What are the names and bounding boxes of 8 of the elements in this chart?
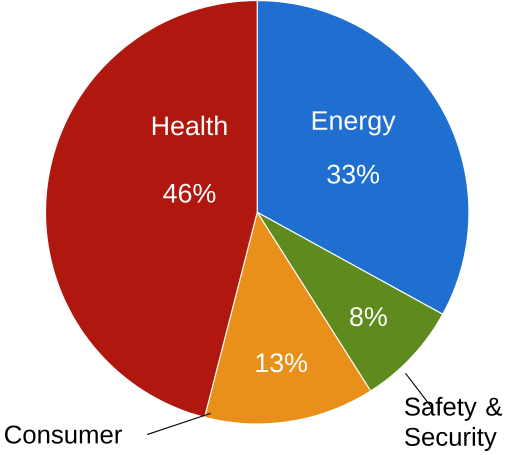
data-label: 13% [256,353,308,372]
data-label: 46% [163,184,216,203]
slice-label: Health [152,116,227,136]
data-label: 33% [327,164,380,184]
slice-label: Consumer [5,426,122,444]
slice-label: Energy [312,111,396,136]
data-label: 8% [350,307,387,326]
slice-label: Safety & Security [405,396,502,452]
